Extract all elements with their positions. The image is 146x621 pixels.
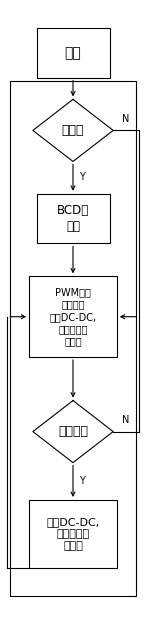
Text: PWM调光
信号输出
开启DC-DC,
并关闭双向
可控硅: PWM调光 信号输出 开启DC-DC, 并关闭双向 可控硅 [49, 287, 97, 347]
Bar [29, 276, 117, 357]
Text: BCD码
扫描: BCD码 扫描 [57, 204, 89, 233]
Bar [29, 500, 117, 568]
Text: 开始: 开始 [65, 46, 81, 60]
Text: N: N [122, 415, 129, 425]
Bar [36, 28, 110, 78]
Bar [36, 194, 110, 243]
Text: 电恢复否: 电恢复否 [58, 425, 88, 438]
Text: 断电否: 断电否 [62, 124, 84, 137]
Text: Y: Y [79, 476, 85, 486]
Text: N: N [122, 114, 129, 124]
Text: Y: Y [79, 172, 85, 182]
Text: 关闭DC-DC,
并开启双向
可控硅: 关闭DC-DC, 并开启双向 可控硅 [46, 517, 100, 551]
Bar [10, 81, 136, 596]
